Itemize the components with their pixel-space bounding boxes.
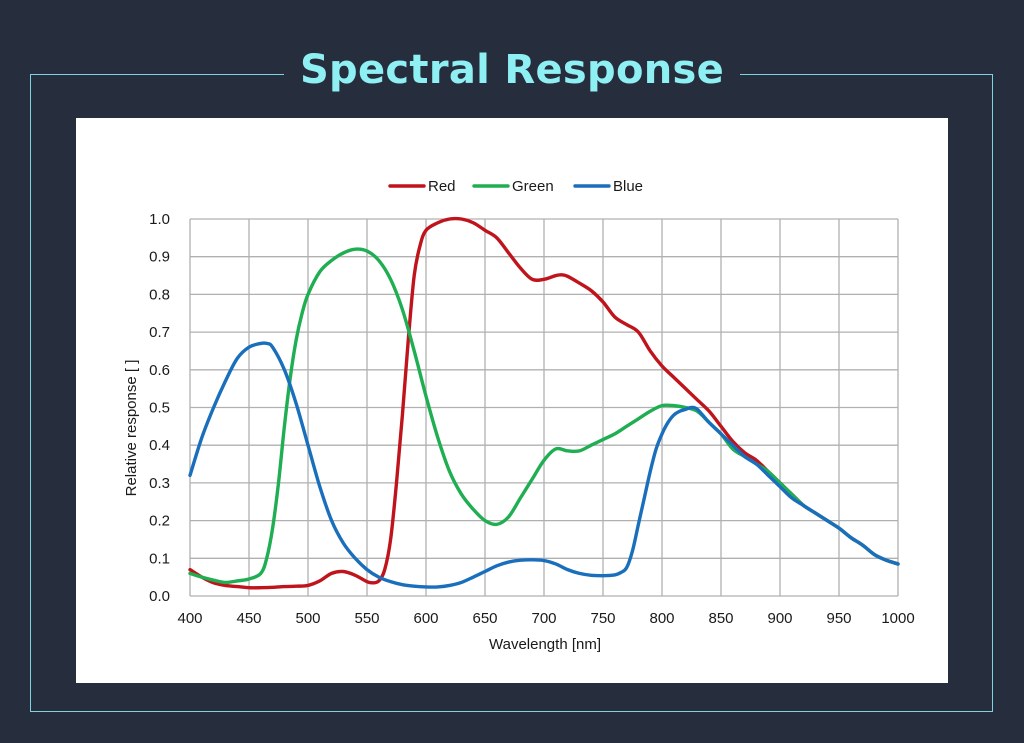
legend-label-green: Green [512,178,554,195]
y-tick-label: 1.0 [149,211,170,228]
x-tick-label: 450 [236,610,261,627]
y-tick-label: 0.5 [149,400,170,417]
chart-grid [189,218,899,597]
x-tick-label: 1000 [881,610,914,627]
y-tick-label: 0.0 [149,588,170,605]
x-tick-label: 850 [708,610,733,627]
y-tick-label: 0.4 [149,437,170,454]
y-tick-label: 0.3 [149,475,170,492]
x-tick-label: 650 [472,610,497,627]
chart-series [188,216,900,590]
x-tick-label: 700 [531,610,556,627]
x-axis-ticks: 400 450 500 550 600 650 700 750 800 850 900 950 1000 [177,610,914,627]
x-tick-label: 950 [826,610,851,627]
series-line-blue [188,341,900,589]
legend-label-red: Red [428,178,456,195]
y-tick-label: 0.7 [149,324,170,341]
x-tick-label: 750 [590,610,615,627]
chart-legend: Red Green Blue [388,178,643,195]
x-tick-label: 600 [413,610,438,627]
y-axis-label: Relative response [ ] [123,360,140,497]
x-axis-label: Wavelength [nm] [489,636,601,653]
x-tick-label: 800 [649,610,674,627]
spectral-response-chart: 400 450 500 550 600 650 700 750 800 850 900 950 1000… [123,178,915,653]
legend-label-blue: Blue [613,178,643,195]
y-tick-label: 0.9 [149,249,170,266]
x-tick-label: 900 [767,610,792,627]
x-tick-label: 400 [177,610,202,627]
y-tick-label: 0.2 [149,513,170,530]
title-bar: Spectral Response [0,40,1024,100]
y-tick-label: 0.1 [149,550,170,567]
y-tick-label: 0.8 [149,286,170,303]
y-axis-ticks: 0.0 0.1 0.2 0.3 0.4 0.5 0.6 0.7 0.8 0.9 1.0 [149,211,170,605]
x-tick-label: 500 [295,610,320,627]
y-tick-label: 0.6 [149,362,170,379]
page-title: Spectral Response [283,47,741,93]
series-line-green [188,247,900,585]
x-tick-label: 550 [354,610,379,627]
chart-panel: 400 450 500 550 600 650 700 750 800 850 900 950 1000… [76,118,948,683]
